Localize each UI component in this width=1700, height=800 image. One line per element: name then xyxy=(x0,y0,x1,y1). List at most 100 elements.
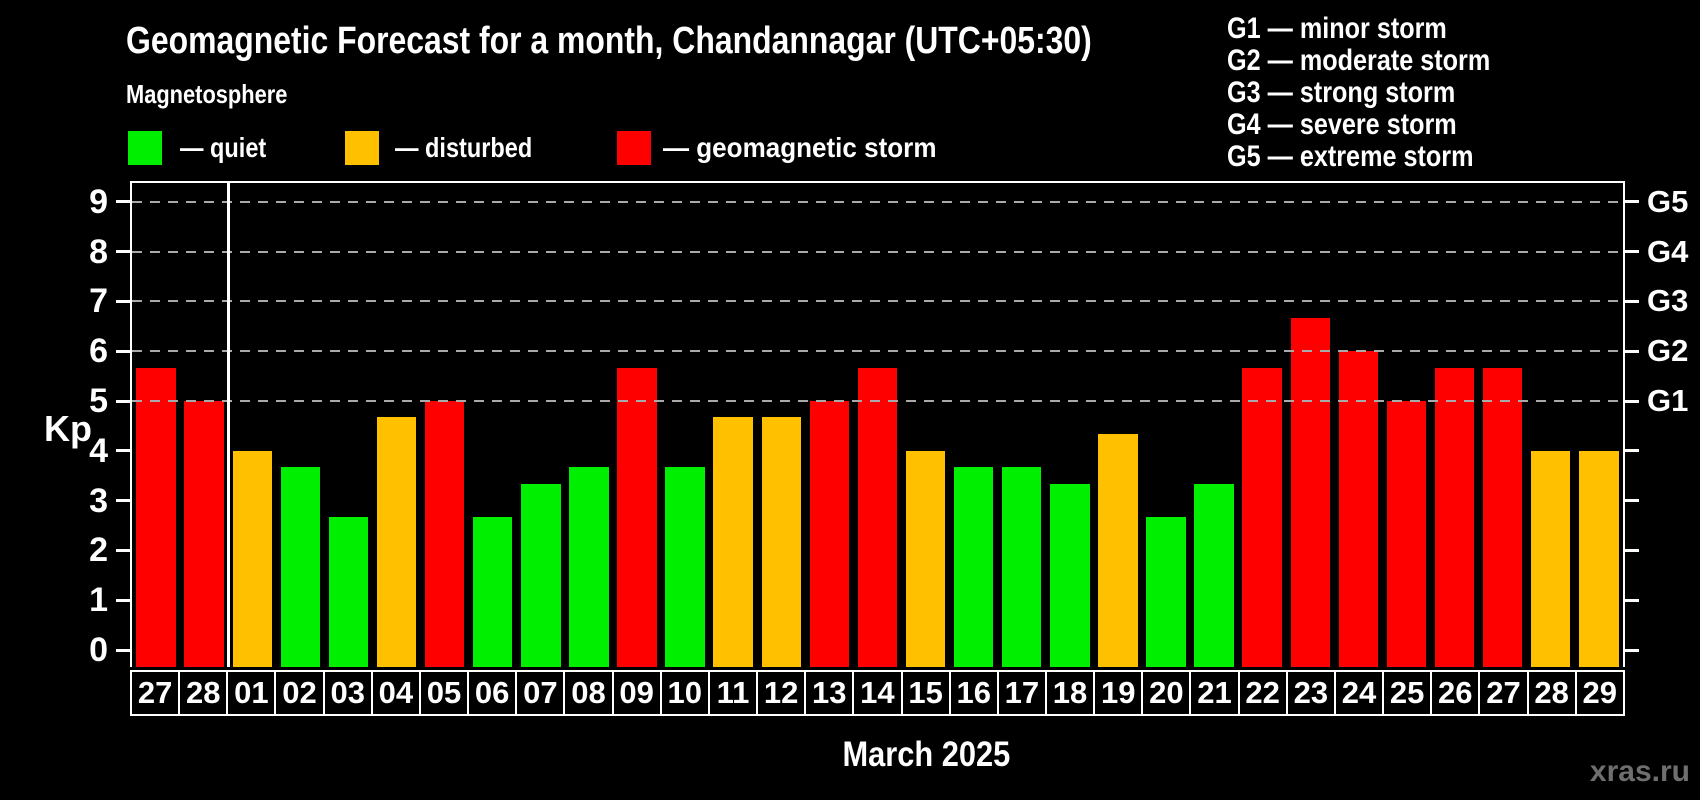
x-label-2-day-01: 01 xyxy=(226,670,277,716)
y-tick-label-4: 4 xyxy=(89,431,108,470)
bar-slot-8 xyxy=(517,183,565,667)
bar-0-day-27 xyxy=(136,367,176,667)
y-tick-right-5 xyxy=(1625,399,1639,403)
x-label-30-day-29: 29 xyxy=(1574,670,1625,716)
bar-23-day-22 xyxy=(1242,367,1282,667)
bar-28-day-27 xyxy=(1482,367,1523,667)
x-axis-title-text: March 2025 xyxy=(842,735,1010,774)
gridline-kp-9 xyxy=(132,200,1623,203)
x-label-25-day-24: 24 xyxy=(1333,670,1385,716)
bar-7-day-06 xyxy=(472,517,513,667)
y-tick-left-7 xyxy=(116,299,130,303)
bar-3-day-02 xyxy=(280,467,321,667)
y-tick-left-2 xyxy=(116,548,130,552)
bar-slot-12 xyxy=(709,183,757,667)
bar-slot-30 xyxy=(1575,183,1623,667)
x-label-22-day-21: 21 xyxy=(1189,670,1240,716)
bar-slot-4 xyxy=(324,183,372,667)
x-label-19-day-18: 18 xyxy=(1044,670,1096,716)
x-label-0-day-27: 27 xyxy=(130,670,181,716)
y-tick-left-6 xyxy=(116,349,130,353)
x-label-28-day-27: 27 xyxy=(1478,670,1529,716)
bar-slot-15 xyxy=(853,183,901,667)
bar-slot-19 xyxy=(1046,183,1094,667)
x-label-1-day-28: 28 xyxy=(178,670,229,716)
chart-subtitle: Magnetosphere xyxy=(126,80,318,108)
bars-container xyxy=(132,183,1623,667)
y-tick-right-3 xyxy=(1625,499,1639,503)
bar-slot-29 xyxy=(1527,183,1575,667)
g3-legend-line: G3 — strong storm xyxy=(1227,76,1456,109)
bar-slot-11 xyxy=(661,183,709,667)
quiet-legend-label: — quiet xyxy=(180,132,267,163)
y-tick-label-7: 7 xyxy=(89,282,108,321)
y-tick-left-8 xyxy=(116,250,130,254)
chart-title: Geomagnetic Forecast for a month, Chanda… xyxy=(126,22,1276,60)
y-tick-label-1: 1 xyxy=(89,581,108,620)
bar-8-day-07 xyxy=(521,484,561,667)
y-axis-title: Kp xyxy=(44,408,92,449)
x-label-23-day-22: 22 xyxy=(1237,670,1288,716)
x-label-6-day-05: 05 xyxy=(418,670,470,716)
x-label-14-day-13: 13 xyxy=(804,670,855,716)
watermark: xras.ru xyxy=(1589,755,1690,788)
y-tick-label-6: 6 xyxy=(89,332,108,371)
x-label-5-day-04: 04 xyxy=(370,670,421,716)
bar-10-day-09 xyxy=(617,367,657,667)
y-tick-left-9 xyxy=(116,200,130,204)
bar-slot-13 xyxy=(757,183,805,667)
bar-18-day-17 xyxy=(1002,467,1042,667)
y-tick-label-0: 0 xyxy=(89,631,108,669)
bar-slot-16 xyxy=(902,183,950,667)
bar-1-day-28 xyxy=(184,401,224,667)
bar-17-day-16 xyxy=(953,467,994,667)
bar-4-day-03 xyxy=(328,517,369,667)
g-scale-label-G5: G5 xyxy=(1647,183,1689,219)
g-scale-label-G4: G4 xyxy=(1647,233,1689,269)
x-label-26-day-25: 25 xyxy=(1382,670,1433,716)
bar-11-day-10 xyxy=(665,467,705,667)
bar-slot-28 xyxy=(1479,183,1527,667)
storm-legend-label: — geomagnetic storm xyxy=(663,132,937,163)
bar-2-day-01 xyxy=(232,450,272,667)
y-tick-label-3: 3 xyxy=(89,481,108,520)
x-axis-labels: 27 28 01 02 03 04 05 06 07 08 09 10 11 12 13 14 15 16 17 18… xyxy=(130,670,1625,716)
x-label-7-day-06: 06 xyxy=(467,670,518,716)
gridline-kp-5 xyxy=(132,400,1623,402)
y-tick-left-0 xyxy=(116,648,130,652)
bar-21-day-20 xyxy=(1146,517,1186,667)
gridline-kp-8 xyxy=(132,250,1623,253)
y-tick-right-7 xyxy=(1625,299,1639,303)
bar-slot-23 xyxy=(1238,183,1286,667)
bar-16-day-15 xyxy=(905,450,946,667)
g4-legend-line: G4 — severe storm xyxy=(1227,108,1457,141)
x-label-27-day-26: 26 xyxy=(1430,670,1481,716)
x-label-24-day-23: 23 xyxy=(1285,670,1336,716)
bar-20-day-19 xyxy=(1098,434,1138,667)
bar-slot-5 xyxy=(372,183,420,667)
y-tick-left-5 xyxy=(116,399,130,403)
bar-slot-2 xyxy=(228,183,276,667)
y-tick-right-1 xyxy=(1625,598,1639,602)
g-scale-legend: G1 — minor storm G2 — moderate storm G3 … xyxy=(1227,13,1540,173)
x-label-3-day-02: 02 xyxy=(274,670,325,716)
y-tick-left-3 xyxy=(116,499,130,503)
x-label-4-day-03: 03 xyxy=(322,670,373,716)
bar-12-day-11 xyxy=(713,417,753,667)
y-tick-right-9 xyxy=(1625,200,1639,204)
y-tick-left-4 xyxy=(116,449,130,453)
x-label-8-day-07: 07 xyxy=(515,670,566,716)
x-label-16-day-15: 15 xyxy=(900,670,951,716)
bar-9-day-08 xyxy=(569,467,609,667)
bar-15-day-14 xyxy=(857,367,898,667)
y-tick-right-8 xyxy=(1625,250,1639,254)
chart-subtitle-text: Magnetosphere xyxy=(126,79,288,109)
y-tick-right-0 xyxy=(1625,648,1639,652)
bar-13-day-12 xyxy=(761,417,801,667)
bar-slot-0 xyxy=(132,183,180,667)
g2-legend-line: G2 — moderate storm xyxy=(1227,44,1491,77)
bar-slot-21 xyxy=(1142,183,1190,667)
chart-title-text: Geomagnetic Forecast for a month, Chanda… xyxy=(126,20,1092,62)
disturbed-legend-label: — disturbed xyxy=(395,132,533,163)
